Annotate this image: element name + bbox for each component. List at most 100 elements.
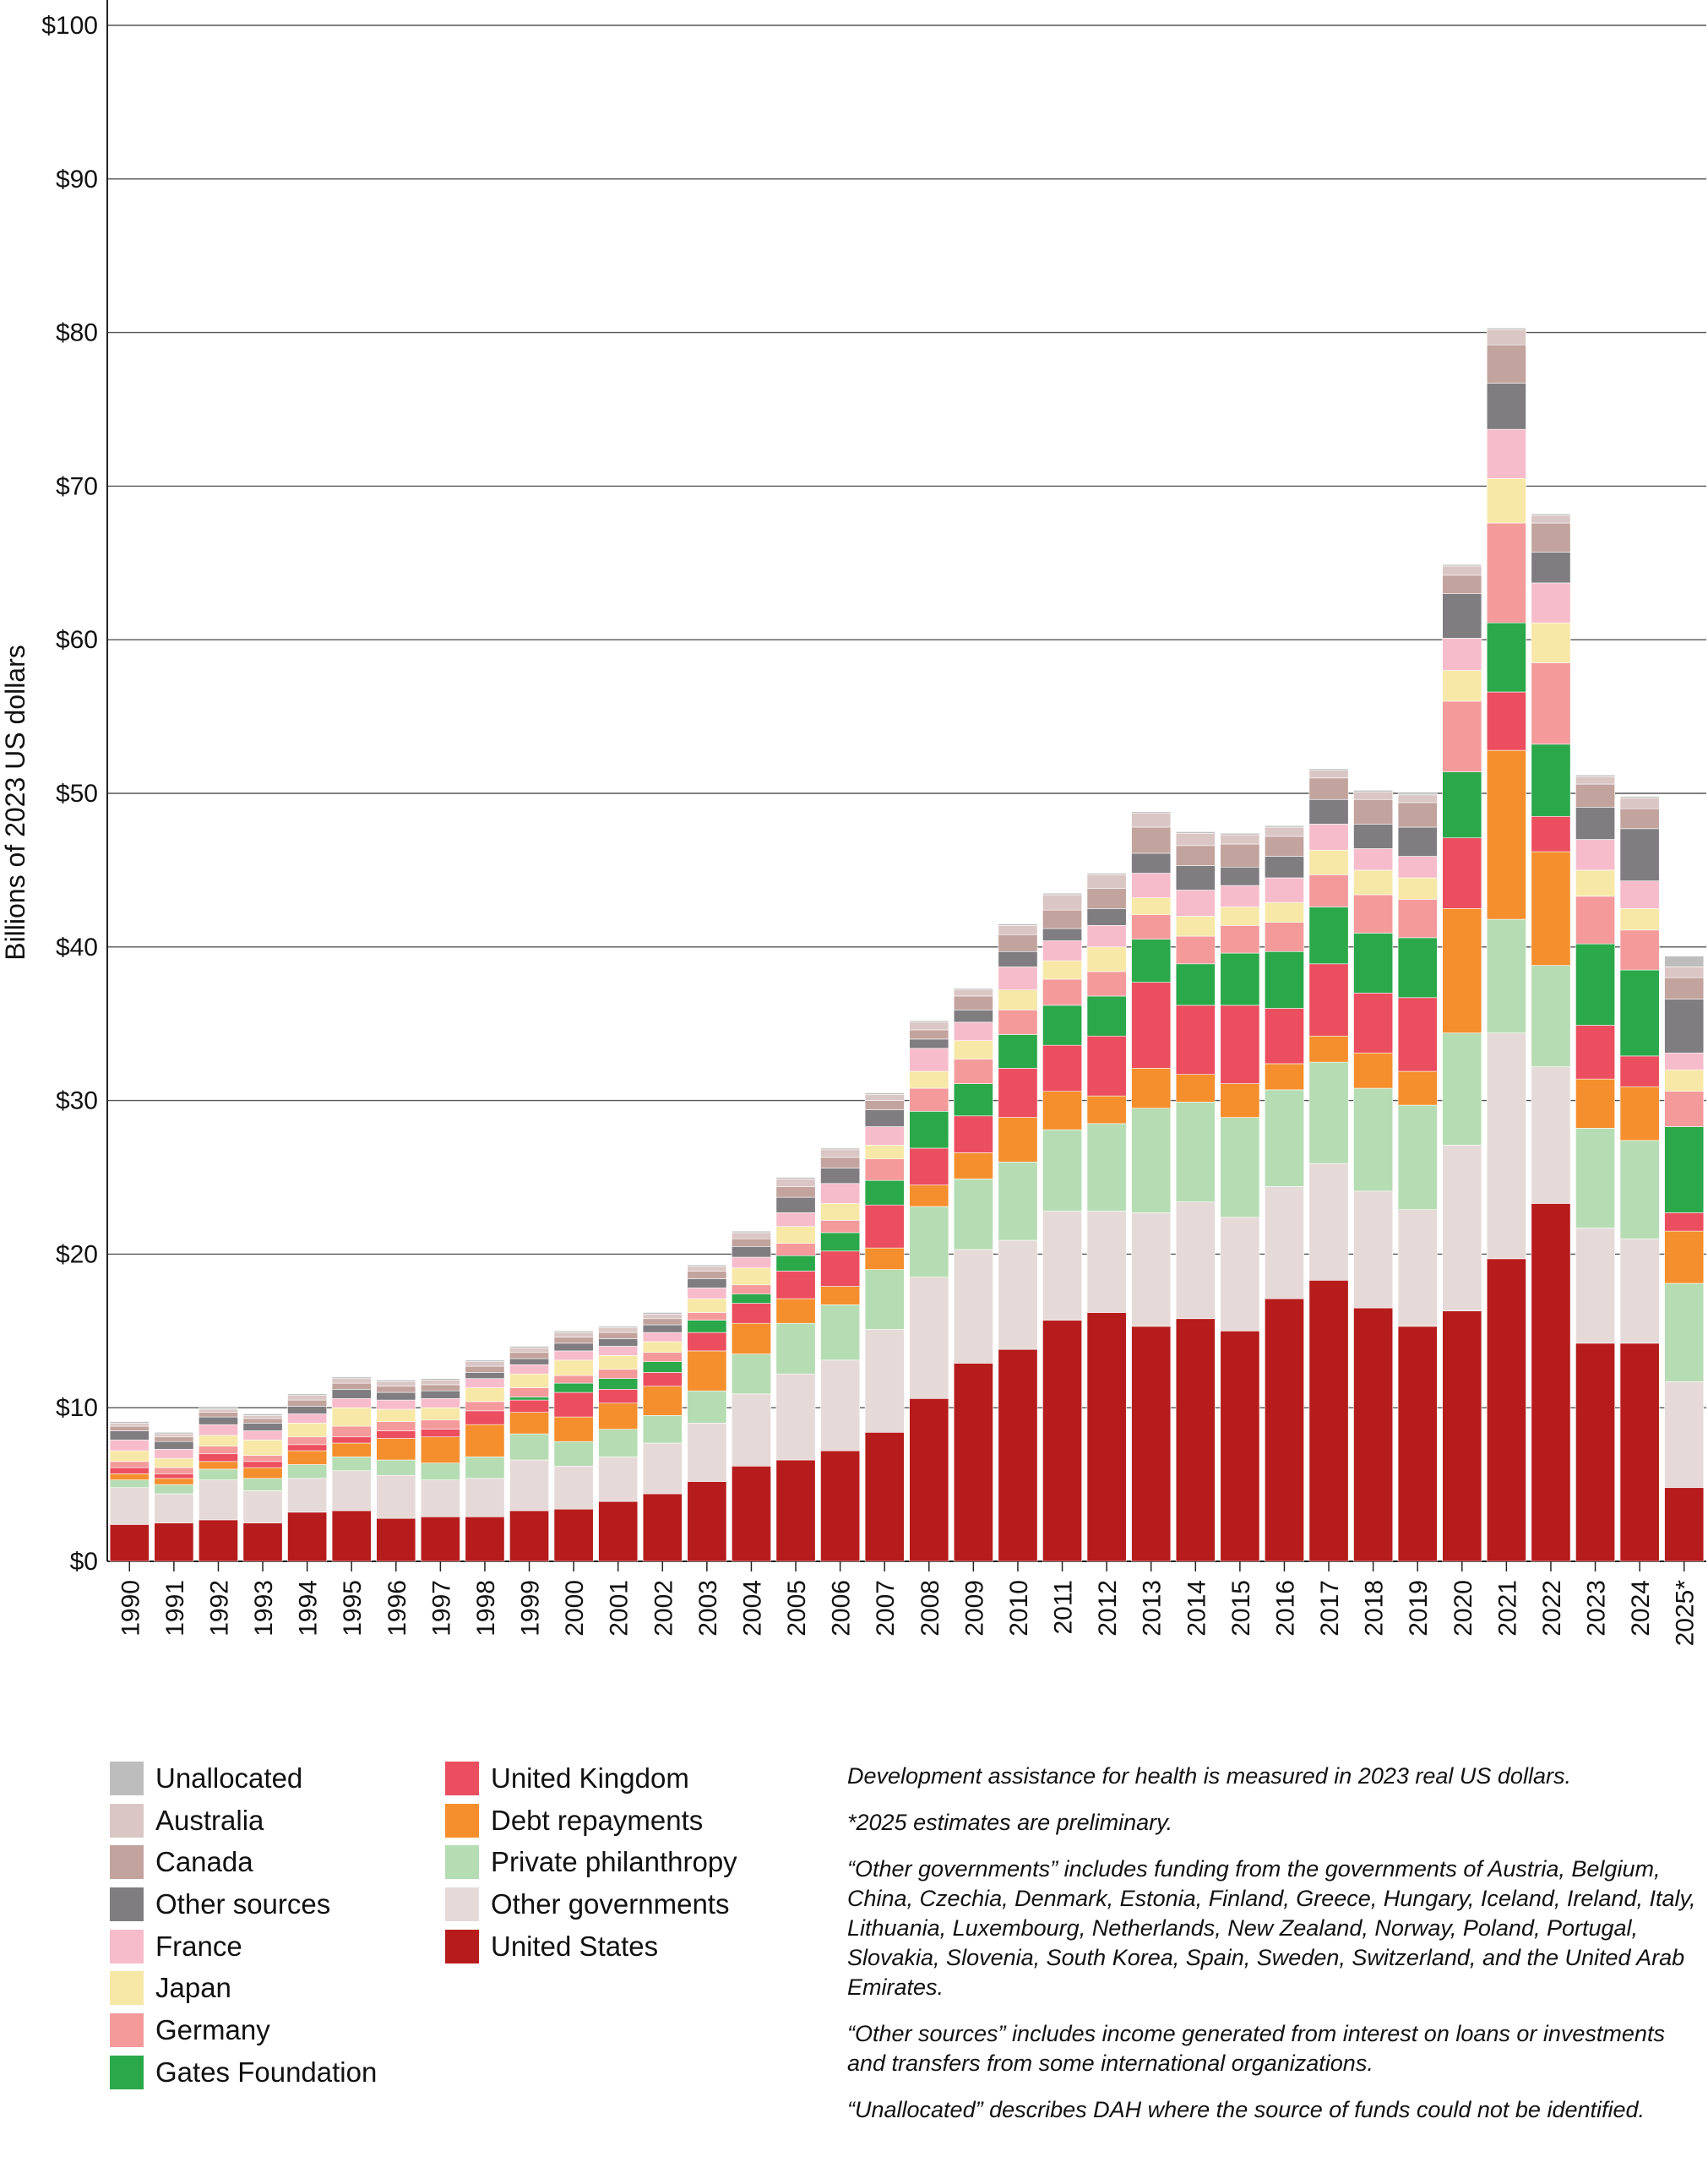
bar-segment <box>1664 1230 1705 1284</box>
bar-segment <box>953 1040 993 1059</box>
bar-segment <box>909 1206 949 1277</box>
bar-segment <box>420 1429 460 1438</box>
bar-segment <box>109 1467 150 1474</box>
x-axis-ticks: 1990 1991 1992 1993 1994 1995 1996 1997 1998 1999… <box>117 1561 1700 1646</box>
bar-segment <box>598 1378 639 1390</box>
bar-segment <box>1619 969 1660 1057</box>
bar-segment <box>199 1408 238 1413</box>
y-axis-ticks: $0 $10 $20 $30 $40 $50 $60 $70 $80 $90 $100 <box>41 12 98 1576</box>
legend-label: Gates Foundation <box>155 2056 378 2088</box>
bar-segment <box>1353 1190 1394 1309</box>
bar-segment <box>864 1269 905 1330</box>
bar-segment <box>1086 971 1127 997</box>
bar-segment <box>998 1162 1038 1241</box>
bar-segment <box>553 1359 594 1376</box>
y-tick-label: $10 <box>56 1394 98 1422</box>
bar-segment <box>953 989 993 997</box>
bar-segment <box>1175 963 1216 1006</box>
bar-segment <box>109 1440 150 1451</box>
bar-segment <box>1042 978 1082 1006</box>
stacked-bar-chart: $0$10$20$30$40$50$60$70$80$90$100 1990 19… <box>0 0 1706 1646</box>
legend-label: Private philanthropy <box>491 1846 737 1878</box>
bar-segment <box>687 1481 727 1562</box>
bar-segment <box>1265 950 1304 1009</box>
legend-column-2: United Kingdom Debt repayments Private phi… <box>445 1757 737 1967</box>
bar-segment <box>1086 1035 1127 1097</box>
bar-segment <box>775 1271 816 1299</box>
bar-segment <box>1308 770 1349 779</box>
bar-segment <box>331 1470 372 1511</box>
bar-segment <box>154 1484 194 1495</box>
bar-segment <box>1131 1212 1172 1327</box>
bar-segment <box>1265 856 1304 879</box>
bar-segment <box>1619 1086 1660 1141</box>
bar-segment <box>1265 1089 1304 1187</box>
bar-segment <box>1220 1117 1260 1218</box>
bar-segment <box>1531 522 1571 553</box>
bar-segment <box>331 1407 372 1427</box>
bar-segment <box>1486 383 1526 430</box>
bar-segment <box>154 1493 194 1523</box>
bar-segment <box>331 1397 372 1408</box>
legend-item: Japan <box>110 1967 377 2009</box>
bar-segment <box>953 1010 993 1023</box>
bar-segment <box>732 1267 771 1286</box>
bar-segment <box>1664 1126 1705 1213</box>
bar-segment <box>465 1359 505 1362</box>
bar-segment <box>1442 670 1482 702</box>
bar-segment <box>998 923 1038 926</box>
bar-segment <box>553 1343 594 1352</box>
bar-segment <box>553 1332 594 1337</box>
bar-segment <box>732 1230 771 1234</box>
bar-segment <box>598 1500 639 1562</box>
legend-item: Germany <box>110 2009 377 2051</box>
bar-segment <box>1442 1032 1482 1146</box>
bar-segment <box>1442 593 1482 639</box>
bar-segment <box>909 1038 949 1049</box>
bar-segment <box>1220 907 1260 926</box>
bar-segment <box>1353 1052 1394 1089</box>
bar-segment <box>509 1358 549 1365</box>
bar-segment <box>1353 869 1394 896</box>
x-tick-label: 2019 <box>1405 1580 1433 1637</box>
bar-segment <box>732 1303 771 1324</box>
bar-segment <box>1086 1211 1127 1313</box>
bar-segment <box>909 1029 949 1040</box>
legend-label: France <box>155 1930 242 1962</box>
bar-segment <box>953 995 993 1010</box>
bar-segment <box>909 1111 949 1149</box>
bar-segment <box>109 1430 150 1441</box>
bar-segment <box>998 1117 1038 1163</box>
bar-segment <box>820 1232 861 1252</box>
bar-segment <box>732 1238 771 1247</box>
bar-segment <box>1175 1074 1216 1103</box>
y-tick-label: $0 <box>70 1548 98 1576</box>
bar-segment <box>109 1473 150 1480</box>
bar-segment <box>1486 918 1526 1033</box>
bar-segment <box>1131 1108 1172 1213</box>
bar-segment <box>642 1324 683 1333</box>
bar-segment <box>1131 852 1172 874</box>
legend-swatch <box>445 1929 479 1963</box>
bar-segment <box>1575 774 1615 777</box>
bar-segment <box>1531 1203 1571 1562</box>
bar-segment <box>864 1247 905 1270</box>
bar-segment <box>1486 344 1526 384</box>
bar-segment <box>287 1444 328 1451</box>
note-unallocated: “Unallocated” describes DAH where the so… <box>847 2097 1645 2122</box>
bar-segment <box>1265 1298 1304 1562</box>
bar-segment <box>998 1239 1038 1350</box>
bar-segment <box>1575 776 1615 785</box>
bar-segment <box>199 1424 238 1436</box>
y-tick-label: $40 <box>56 934 98 961</box>
bar-segment <box>598 1327 639 1333</box>
legend-item: Unallocated <box>110 1757 377 1800</box>
bar-segment <box>1442 564 1482 567</box>
bar-segment <box>1575 1128 1615 1228</box>
bar-segment <box>331 1436 372 1444</box>
bar-segment <box>154 1441 194 1450</box>
bar-segment <box>1308 849 1349 875</box>
legend-swatch <box>110 1971 144 2006</box>
bar-segment <box>199 1416 238 1425</box>
bar-segment <box>775 1179 816 1187</box>
